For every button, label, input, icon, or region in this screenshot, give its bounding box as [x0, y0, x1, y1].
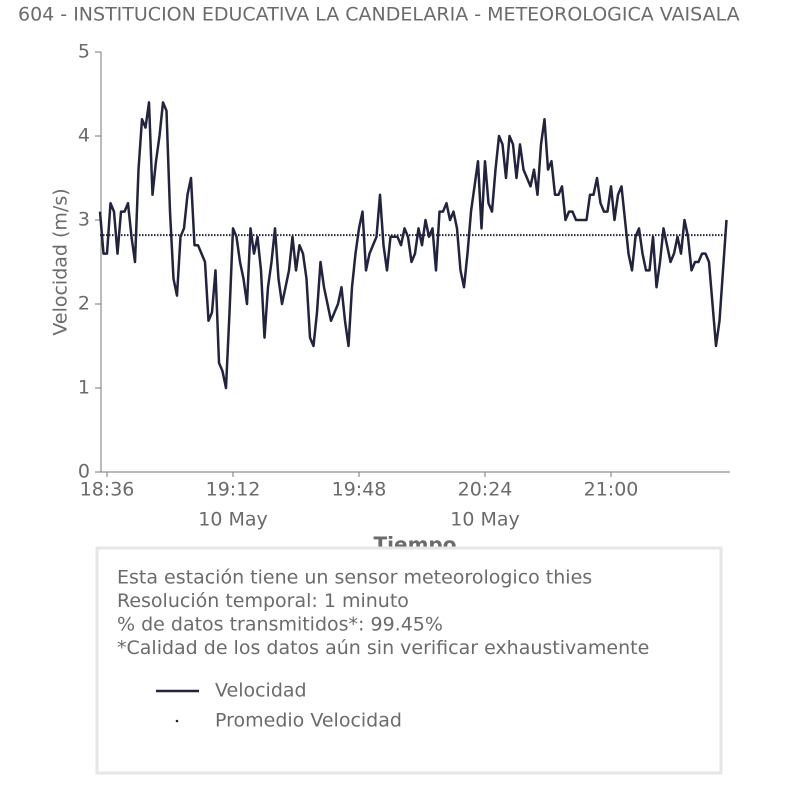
info-line: *Calidad de los datos aún sin verificar …	[117, 637, 649, 659]
y-tick-label: 2	[78, 293, 90, 315]
y-tick-label: 0	[78, 461, 90, 483]
x-tick-sublabel: 10 May	[198, 509, 268, 531]
x-tick-label: 19:12	[206, 479, 261, 501]
y-tick-label: 1	[78, 377, 90, 399]
legend-label: Velocidad	[215, 680, 307, 702]
x-tick-label: 21:00	[584, 479, 639, 501]
legend-label: Promedio Velocidad	[215, 710, 402, 732]
x-tick-label: 18:36	[80, 479, 135, 501]
x-tick-label: 20:24	[458, 479, 513, 501]
chart-title: 604 - INSTITUCION EDUCATIVA LA CANDELARI…	[18, 4, 740, 26]
info-line: % de datos transmitidos*: 99.45%	[117, 614, 443, 636]
info-line: Esta estación tiene un sensor meteorolog…	[117, 567, 592, 589]
y-tick-label: 5	[78, 41, 90, 63]
y-tick-label: 3	[78, 209, 90, 231]
data-line	[98, 101, 728, 390]
y-axis-label: Velocidad (m/s)	[50, 188, 72, 335]
x-tick-sublabel: 10 May	[450, 509, 520, 531]
y-tick-label: 4	[78, 125, 90, 147]
info-box	[95, 546, 723, 775]
x-tick-label: 19:48	[332, 479, 387, 501]
info-line: Resolución temporal: 1 minuto	[117, 590, 409, 612]
legend-swatch	[175, 719, 179, 723]
